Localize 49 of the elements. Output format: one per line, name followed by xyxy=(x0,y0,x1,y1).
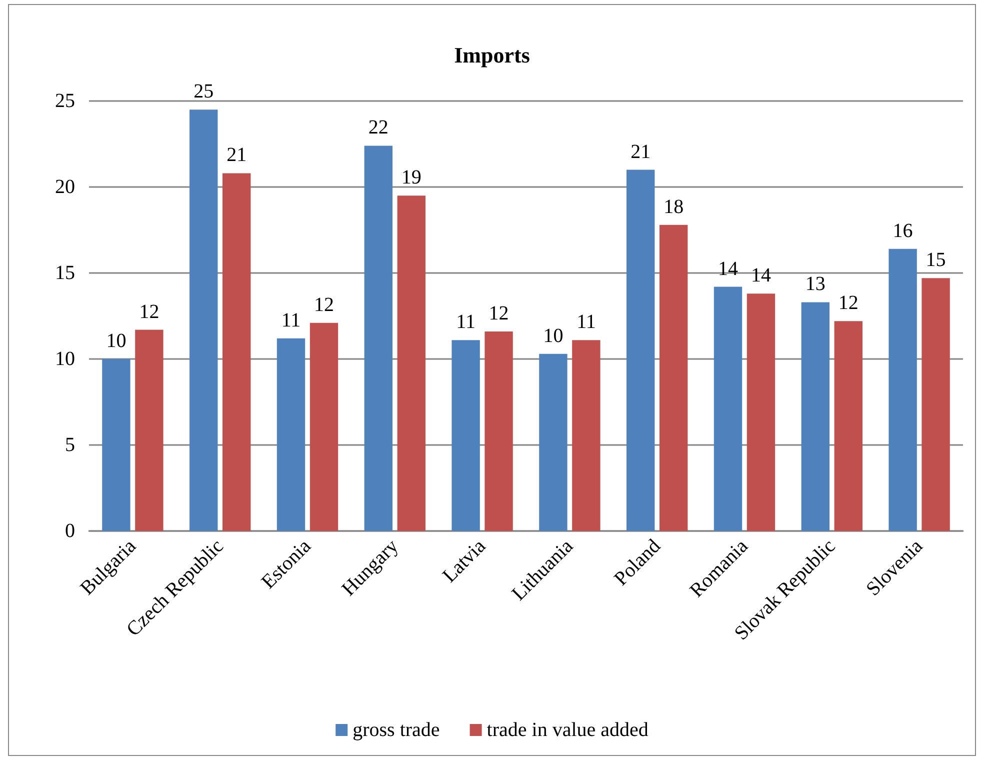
data-label: 10 xyxy=(106,330,126,352)
y-tick-label: 15 xyxy=(55,262,75,284)
y-tick-label: 0 xyxy=(65,520,75,542)
data-label: 18 xyxy=(664,196,684,218)
data-label: 10 xyxy=(543,324,564,347)
y-tick-label: 10 xyxy=(55,348,75,370)
data-label: 21 xyxy=(226,144,247,166)
legend-label: gross trade xyxy=(352,719,440,741)
data-label: 15 xyxy=(926,249,946,272)
bar xyxy=(484,331,513,531)
chart-title: Imports xyxy=(454,42,530,68)
bar xyxy=(102,359,130,531)
data-label: 11 xyxy=(456,311,476,334)
bar xyxy=(801,302,830,531)
data-label: 12 xyxy=(314,294,334,316)
bar xyxy=(834,321,862,531)
data-label: 25 xyxy=(194,80,214,103)
bar xyxy=(364,146,393,531)
data-label: 12 xyxy=(488,302,509,324)
bar xyxy=(572,340,600,531)
bar xyxy=(922,278,950,531)
data-label: 22 xyxy=(368,116,388,139)
data-label: 19 xyxy=(401,166,422,189)
bar xyxy=(746,294,776,531)
data-label: 11 xyxy=(576,311,596,334)
bar xyxy=(397,196,426,531)
bar xyxy=(190,110,218,531)
data-label: 16 xyxy=(892,220,913,242)
data-label: 12 xyxy=(838,292,858,314)
data-label: 11 xyxy=(281,309,301,332)
y-tick-label: 5 xyxy=(65,434,75,456)
bar xyxy=(452,340,480,531)
bar xyxy=(888,248,917,531)
data-label: 13 xyxy=(805,273,826,296)
bar xyxy=(714,286,742,531)
data-label: 12 xyxy=(139,300,160,323)
data-label: 21 xyxy=(630,140,651,163)
y-tick-label: 20 xyxy=(55,176,75,198)
bar xyxy=(135,330,164,531)
bar xyxy=(222,173,251,531)
bar xyxy=(626,170,655,531)
bar xyxy=(276,338,306,531)
bar xyxy=(659,224,688,531)
data-label: 14 xyxy=(750,264,771,287)
data-label: 14 xyxy=(718,258,738,280)
bar xyxy=(310,322,338,531)
y-tick-label: 25 xyxy=(55,90,75,112)
bar xyxy=(539,354,568,531)
legend-label: trade in value added xyxy=(486,719,648,741)
